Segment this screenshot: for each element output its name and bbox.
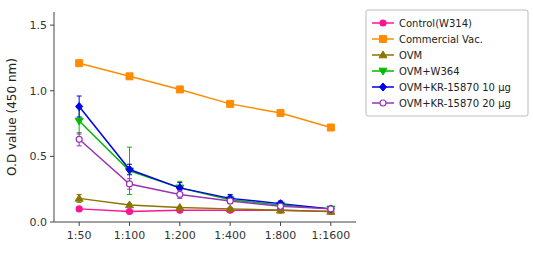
legend-label: Control(W314) — [399, 18, 472, 29]
chart: 0.0 0.5 1.0 1.5 1:50 1:100 1:200 1:400 1:800 1:16… — [0, 0, 533, 258]
axes: 0.0 0.5 1.0 1.5 1:50 1:100 1:200 1:400 1:800 1:16… — [30, 12, 357, 242]
legend-marker — [380, 36, 387, 43]
point — [126, 73, 133, 80]
legend-label: OVM — [399, 50, 422, 61]
point — [75, 194, 83, 201]
legend-marker — [379, 68, 387, 75]
x-tick-label: 1:800 — [265, 229, 297, 242]
error-bar — [77, 61, 82, 66]
point — [277, 110, 284, 117]
y-tick — [50, 90, 54, 91]
series — [76, 96, 335, 213]
series-line — [79, 63, 331, 127]
error-bar — [228, 101, 233, 106]
legend-marker — [380, 100, 386, 106]
point — [176, 204, 184, 211]
legend-marker — [380, 20, 386, 26]
series-line — [79, 139, 331, 209]
legend-frame — [366, 10, 528, 116]
y-axis-label: O.D value (450 nm) — [5, 58, 19, 176]
x-tick — [230, 222, 231, 226]
error-bar — [328, 125, 333, 130]
y-tick — [50, 222, 54, 223]
legend: Control(W314) Commercial Vac. OVM OVM+W364 O… — [366, 10, 528, 116]
series — [75, 108, 335, 213]
point — [176, 86, 183, 93]
point — [127, 209, 133, 215]
error-bar — [278, 110, 283, 115]
point — [76, 103, 83, 111]
error-bar — [127, 164, 132, 175]
x-tick-label: 1:50 — [67, 229, 92, 242]
series — [76, 60, 335, 131]
x-tick-label: 1:200 — [164, 229, 196, 242]
y-tick-label: 1.0 — [30, 85, 48, 98]
point — [75, 118, 83, 125]
x-tick-label: 1:400 — [214, 229, 246, 242]
y-tick-label: 1.5 — [30, 19, 48, 32]
legend-marker — [380, 83, 387, 91]
error-bar — [127, 147, 132, 194]
y-tick-label: 0.5 — [30, 150, 48, 163]
legend-label: OVM+KR-15870 10 μg — [399, 82, 511, 93]
error-bar — [177, 191, 182, 199]
error-bar — [77, 133, 82, 146]
plot-area — [75, 60, 335, 215]
point — [76, 136, 82, 142]
x-tick — [79, 222, 80, 226]
legend-marker — [379, 51, 387, 58]
point — [227, 198, 233, 204]
point — [177, 191, 183, 197]
series — [76, 133, 334, 212]
point — [127, 181, 133, 187]
series-line — [79, 121, 331, 209]
point — [126, 201, 134, 208]
error-bar — [77, 96, 82, 117]
x-axis-line — [54, 222, 356, 223]
x-tick — [330, 222, 331, 226]
point — [126, 166, 133, 174]
y-axis-line — [54, 12, 55, 222]
error-bar — [127, 74, 132, 79]
point — [226, 205, 234, 212]
y-tick — [50, 156, 54, 157]
series-line — [79, 107, 331, 209]
x-tick — [179, 222, 180, 226]
point — [227, 100, 234, 107]
point — [278, 203, 284, 209]
x-tick — [280, 222, 281, 226]
legend-label: OVM+W364 — [399, 66, 460, 77]
y-tick — [50, 25, 54, 26]
point — [327, 206, 335, 213]
point — [327, 205, 334, 213]
legend-label: OVM+KR-15870 20 μg — [399, 98, 511, 109]
error-bar — [177, 87, 182, 92]
x-tick — [129, 222, 130, 226]
error-bar — [228, 198, 233, 203]
x-tick-label: 1:1600 — [311, 229, 350, 242]
point — [327, 124, 334, 131]
point — [76, 206, 82, 212]
x-tick-label: 1:100 — [114, 229, 146, 242]
point — [328, 206, 334, 212]
legend-label: Commercial Vac. — [399, 34, 483, 45]
point — [76, 60, 83, 67]
error-bar — [127, 179, 132, 190]
y-tick-label: 0.0 — [30, 216, 48, 229]
